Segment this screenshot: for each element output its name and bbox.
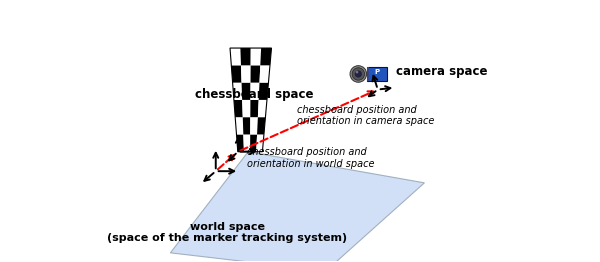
Polygon shape: [232, 65, 242, 83]
Polygon shape: [250, 117, 258, 134]
Polygon shape: [233, 83, 242, 100]
Polygon shape: [244, 134, 250, 152]
Polygon shape: [243, 117, 250, 134]
Polygon shape: [241, 48, 251, 65]
Text: chessboard position and
orientation in camera space: chessboard position and orientation in c…: [298, 105, 435, 126]
Polygon shape: [250, 100, 259, 117]
Text: P: P: [374, 69, 379, 75]
Text: chessboard position and
orientation in world space: chessboard position and orientation in w…: [247, 148, 374, 169]
Polygon shape: [256, 134, 264, 152]
Polygon shape: [250, 83, 259, 100]
Bar: [367, 67, 370, 81]
Circle shape: [350, 66, 367, 82]
Polygon shape: [170, 152, 424, 262]
Polygon shape: [260, 48, 271, 65]
Polygon shape: [250, 134, 257, 152]
Polygon shape: [242, 100, 250, 117]
Polygon shape: [259, 83, 268, 100]
Polygon shape: [234, 100, 243, 117]
Circle shape: [352, 68, 365, 80]
Polygon shape: [251, 65, 260, 83]
Polygon shape: [230, 48, 241, 65]
Text: camera space: camera space: [396, 65, 487, 78]
Polygon shape: [236, 134, 244, 152]
Circle shape: [355, 70, 362, 78]
Polygon shape: [257, 117, 265, 134]
Circle shape: [356, 71, 358, 73]
Polygon shape: [235, 117, 244, 134]
Polygon shape: [259, 65, 270, 83]
Polygon shape: [251, 48, 261, 65]
Polygon shape: [258, 100, 267, 117]
Text: world space
(space of the marker tracking system): world space (space of the marker trackin…: [107, 222, 347, 243]
Polygon shape: [241, 65, 251, 83]
Bar: [367, 67, 387, 81]
Polygon shape: [242, 83, 251, 100]
Text: chessboard space: chessboard space: [195, 88, 314, 101]
